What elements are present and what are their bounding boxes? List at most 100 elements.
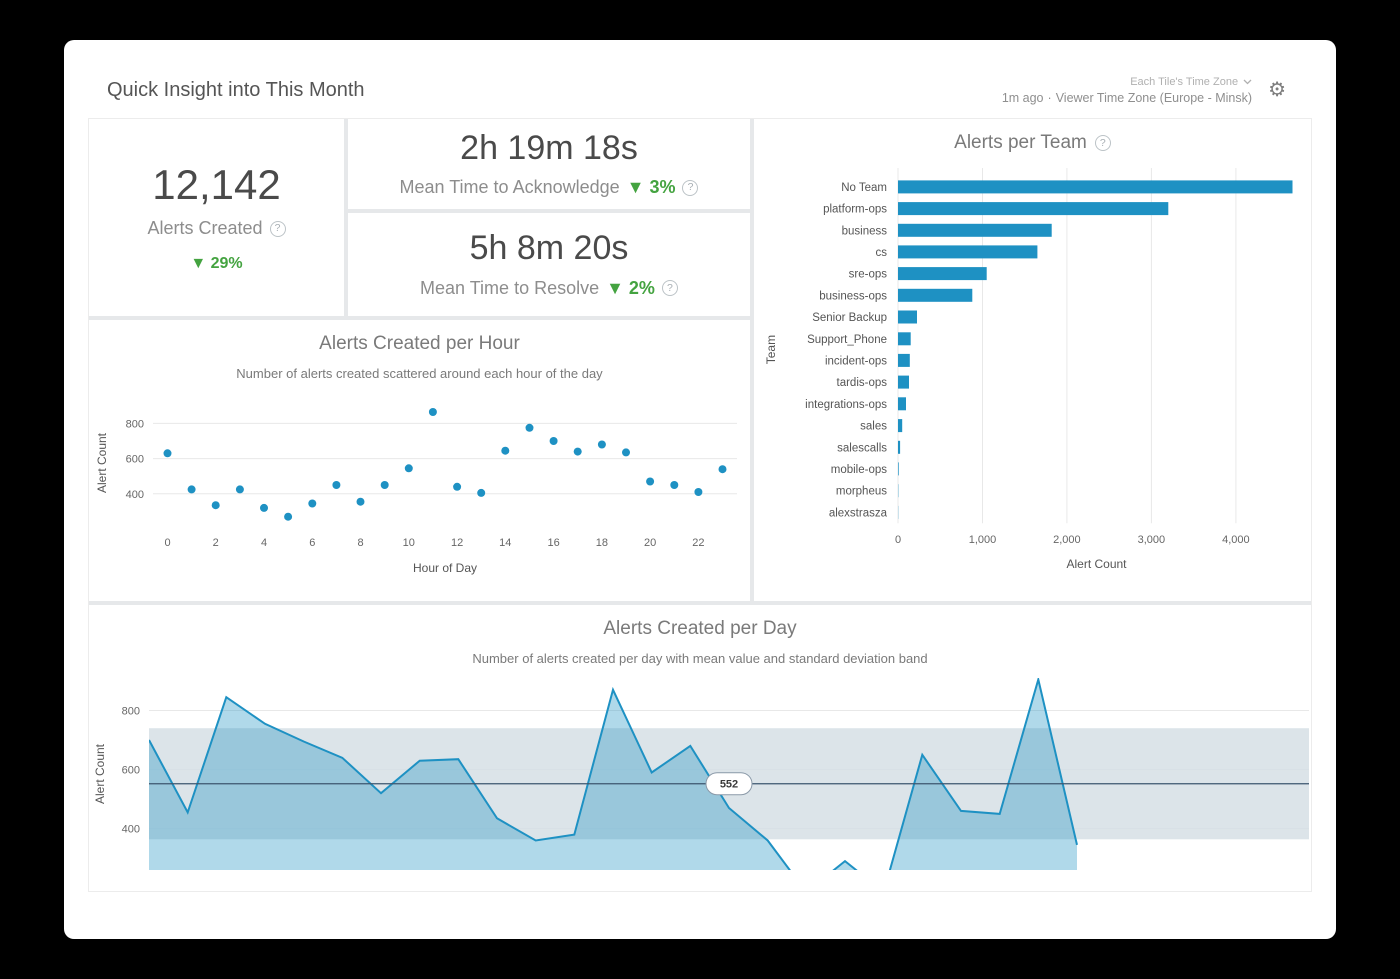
chevron-down-icon bbox=[1243, 79, 1252, 84]
svg-text:0: 0 bbox=[164, 537, 170, 549]
scatter-point bbox=[525, 423, 533, 432]
svg-text:18: 18 bbox=[595, 537, 607, 549]
mean-value-pill bbox=[705, 772, 753, 796]
scatter-point bbox=[500, 446, 509, 455]
tiles-grid: 12,142 Alerts Created ? ▼ 29% 2h 19m 18s… bbox=[88, 118, 1312, 892]
scatter-point bbox=[380, 481, 389, 489]
mtta-label-text: Mean Time to Acknowledge bbox=[399, 177, 620, 198]
team-bar bbox=[897, 245, 1037, 259]
alerts-created-label-text: Alerts Created bbox=[147, 218, 263, 239]
dashboard-card: Quick Insight into This Month Each Tile'… bbox=[64, 40, 1336, 939]
svg-text:16: 16 bbox=[547, 537, 559, 549]
team-bar bbox=[897, 180, 1292, 194]
help-icon[interactable]: ? bbox=[269, 220, 286, 237]
svg-text:0: 0 bbox=[894, 534, 900, 546]
svg-text:800: 800 bbox=[122, 705, 140, 717]
tile-timezone-label: Each Tile's Time Zone bbox=[1130, 75, 1239, 88]
team-bar bbox=[897, 267, 987, 281]
scatter-point bbox=[404, 464, 413, 473]
area-line bbox=[149, 678, 1078, 870]
scatter-point bbox=[476, 488, 485, 497]
svg-text:cs: cs bbox=[875, 247, 887, 259]
scatter-point bbox=[163, 449, 171, 458]
svg-text:20: 20 bbox=[643, 537, 655, 549]
svg-text:tardis-ops: tardis-ops bbox=[836, 377, 887, 389]
scatter-point bbox=[356, 497, 364, 506]
svg-text:3,000: 3,000 bbox=[1137, 534, 1165, 546]
svg-text:sre-ops: sre-ops bbox=[848, 269, 887, 281]
mtta-value: 2h 19m 18s bbox=[460, 128, 638, 167]
alerts-per-day-subtitle: Number of alerts created per day with me… bbox=[472, 651, 928, 666]
svg-text:6: 6 bbox=[309, 537, 315, 549]
svg-text:22: 22 bbox=[692, 537, 704, 549]
svg-text:Hour of Day: Hour of Day bbox=[412, 561, 476, 575]
svg-text:12: 12 bbox=[450, 537, 462, 549]
card-header: Quick Insight into This Month Each Tile'… bbox=[64, 40, 1336, 118]
alerts-created-tile: 12,142 Alerts Created ? ▼ 29% bbox=[89, 119, 344, 316]
svg-text:Support_Phone: Support_Phone bbox=[807, 334, 887, 346]
scatter-point bbox=[211, 501, 220, 510]
mtta-label: Mean Time to Acknowledge ▼ 3% ? bbox=[400, 177, 699, 198]
help-icon[interactable]: ? bbox=[1094, 135, 1111, 151]
svg-text:2,000: 2,000 bbox=[1053, 534, 1081, 546]
svg-text:600: 600 bbox=[125, 454, 143, 466]
alerts-per-hour-title: Alerts Created per Hour bbox=[319, 333, 520, 354]
tile-timezone-selector[interactable]: Each Tile's Time Zone bbox=[1002, 76, 1252, 88]
svg-text:1,000: 1,000 bbox=[968, 534, 996, 546]
mean-time-to-acknowledge-tile: 2h 19m 18s Mean Time to Acknowledge ▼ 3%… bbox=[348, 119, 750, 209]
alerts-per-hour-canvas: 400 600 800 0 2 4 6 8 10 12 14 16 18 20 22 Hour of Day A… bbox=[95, 408, 737, 575]
alerts-per-hour-chart: 400 600 800 0 2 4 6 8 10 12 14 16 18 20 22 Hour of Day A… bbox=[89, 387, 750, 580]
svg-text:business-ops: business-ops bbox=[819, 290, 887, 302]
team-bar bbox=[897, 332, 911, 346]
team-bar bbox=[897, 375, 909, 389]
area-fill bbox=[149, 679, 1077, 870]
scatter-point bbox=[693, 488, 702, 496]
team-bar bbox=[897, 202, 1168, 216]
alerts-per-day-canvas: 400 600 800 552 Alert Count bbox=[93, 678, 1309, 870]
alerts-per-day-chart: 400 600 800 552 Alert Count bbox=[89, 672, 1311, 883]
header-controls: Each Tile's Time Zone 1m ago · Viewer Time… bbox=[1002, 76, 1286, 105]
svg-text:4,000: 4,000 bbox=[1222, 534, 1250, 546]
scatter-point bbox=[621, 448, 630, 457]
help-icon[interactable]: ? bbox=[661, 280, 678, 297]
svg-text:800: 800 bbox=[125, 418, 143, 430]
help-icon[interactable]: ? bbox=[682, 179, 699, 196]
alerts-per-day-title: Alerts Created per Day bbox=[603, 618, 797, 639]
alerts-per-team-title-text: Alerts per Team bbox=[954, 132, 1087, 153]
mean-value-label: 552 bbox=[720, 779, 738, 791]
scatter-point bbox=[645, 477, 654, 486]
team-bar bbox=[897, 310, 917, 324]
scatter-point bbox=[669, 481, 678, 489]
alerts-per-hour-subtitle: Number of alerts created scattered aroun… bbox=[236, 366, 603, 381]
svg-text:integrations-ops: integrations-ops bbox=[805, 399, 887, 411]
scatter-point bbox=[597, 440, 606, 449]
timezone-block: Each Tile's Time Zone 1m ago · Viewer Time… bbox=[1002, 76, 1252, 105]
scatter-point bbox=[331, 481, 340, 489]
team-bar bbox=[897, 462, 899, 476]
scatter-point bbox=[307, 499, 316, 508]
viewer-timezone: 1m ago · Viewer Time Zone (Europe - Minsk) bbox=[1002, 91, 1252, 105]
svg-text:14: 14 bbox=[499, 537, 511, 549]
mttr-value: 5h 8m 20s bbox=[469, 229, 629, 268]
alerts-per-team-chart: 0 1,000 2,000 3,000 4,000 No Team platform-ops… bbox=[754, 160, 1311, 589]
alerts-per-team-title: Alerts per Team ? bbox=[754, 132, 1311, 154]
svg-text:2: 2 bbox=[212, 537, 218, 549]
svg-text:8: 8 bbox=[357, 537, 363, 549]
svg-text:mobile-ops: mobile-ops bbox=[830, 464, 886, 476]
viewer-timezone-label: Viewer Time Zone (Europe - Minsk) bbox=[1055, 90, 1253, 105]
page-title: Quick Insight into This Month bbox=[107, 78, 365, 101]
svg-text:Alert Count: Alert Count bbox=[95, 432, 109, 493]
mttr-label-text: Mean Time to Resolve bbox=[420, 277, 600, 298]
svg-text:No Team: No Team bbox=[841, 182, 887, 194]
svg-text:Alert Count: Alert Count bbox=[93, 743, 107, 804]
scatter-point bbox=[452, 482, 461, 491]
settings-gear-icon[interactable]: ⚙ bbox=[1268, 79, 1286, 101]
team-bar bbox=[897, 440, 900, 454]
svg-text:morpheus: morpheus bbox=[835, 486, 886, 498]
mttr-delta: ▼ 2% bbox=[606, 277, 655, 298]
svg-text:alexstrasza: alexstrasza bbox=[828, 507, 887, 519]
scatter-point bbox=[573, 447, 582, 456]
alerts-per-team-canvas: 0 1,000 2,000 3,000 4,000 No Team platform-ops… bbox=[764, 168, 1292, 571]
team-bar bbox=[897, 419, 902, 433]
